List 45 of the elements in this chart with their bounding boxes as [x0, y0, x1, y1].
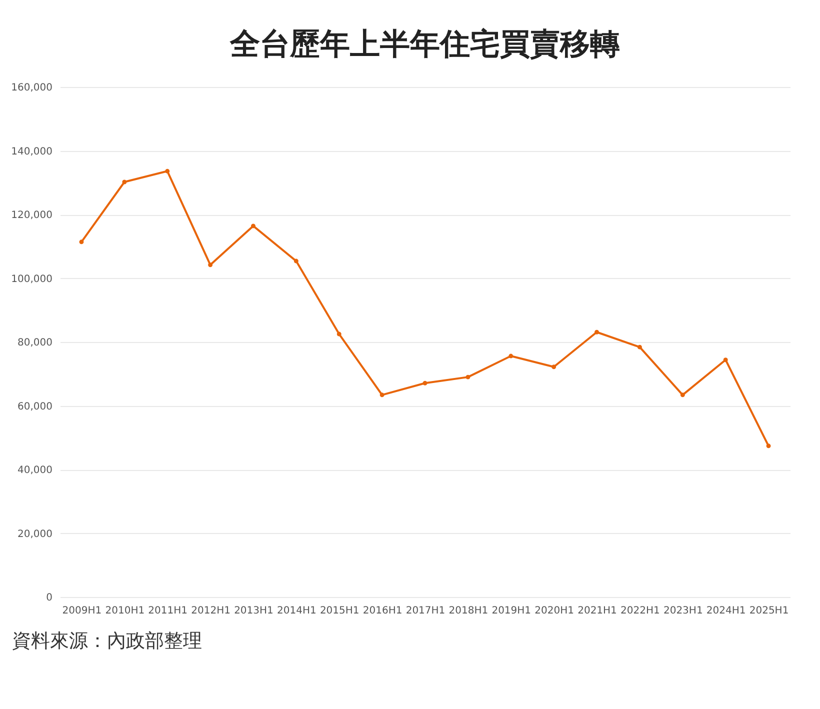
y-tick-label: 60,000 — [18, 401, 52, 412]
point — [680, 392, 685, 398]
point — [637, 344, 642, 350]
x-tick-label: 2009H1 — [62, 606, 102, 616]
x-tick-label: 2011H1 — [148, 606, 188, 616]
point — [79, 240, 84, 244]
point — [165, 168, 170, 174]
chart-title: 全台歷年上半年住宅買賣移轉 — [229, 27, 620, 62]
y-tick-label: 20,000 — [18, 528, 52, 540]
y-tick-label: 120,000 — [11, 210, 52, 221]
y-tick-label: 80,000 — [18, 338, 52, 348]
y-tick-label: 140,000 — [11, 146, 52, 158]
point — [122, 180, 127, 184]
x-tick-label: 2025H1 — [749, 606, 789, 616]
y-tick-label: 100,000 — [11, 274, 52, 285]
x-tick-label: 2010H1 — [105, 606, 145, 616]
x-tick-label: 2013H1 — [234, 606, 274, 616]
point — [380, 392, 384, 398]
x-tick-label: 2018H1 — [448, 606, 488, 616]
x-tick-label: 2016H1 — [362, 606, 402, 616]
y-tick-label: 40,000 — [18, 465, 52, 476]
y-tick-label: 160,000 — [11, 82, 52, 94]
point — [552, 364, 556, 370]
point — [594, 330, 599, 334]
point — [466, 374, 470, 380]
x-tick-label: 2014H1 — [277, 606, 316, 616]
point — [508, 354, 514, 358]
point — [336, 332, 342, 336]
point — [294, 258, 298, 264]
x-tick-label: 2017H1 — [406, 606, 446, 616]
point — [422, 380, 428, 386]
x-tick-label: 2015H1 — [320, 606, 360, 616]
y-tick-label: 0 — [46, 592, 52, 604]
x-tick-label: 2023H1 — [663, 606, 703, 616]
x-tick-label: 2021H1 — [578, 606, 617, 616]
x-tick-label: 2022H1 — [620, 606, 660, 616]
x-tick-label: 2024H1 — [706, 606, 746, 616]
x-tick-label: 2019H1 — [492, 606, 532, 616]
point — [766, 444, 771, 448]
source-note: 資料來源：內政部整理 — [12, 629, 203, 654]
point — [208, 262, 213, 268]
point — [723, 358, 728, 362]
point — [251, 224, 256, 228]
x-tick-label: 2020H1 — [534, 606, 574, 616]
x-tick-label: 2012H1 — [191, 606, 230, 616]
